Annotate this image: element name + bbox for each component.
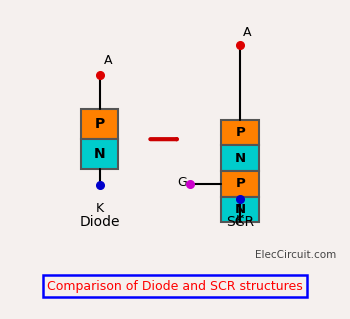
Bar: [221, 120, 259, 145]
Text: P: P: [235, 177, 245, 190]
Text: P: P: [94, 117, 105, 131]
Text: N: N: [234, 152, 246, 165]
Bar: [81, 139, 118, 169]
Text: A: A: [104, 54, 112, 67]
Text: Comparison of Diode and SCR structures: Comparison of Diode and SCR structures: [47, 280, 303, 293]
Text: ElecCircuit.com: ElecCircuit.com: [255, 250, 336, 260]
Text: G: G: [177, 176, 187, 189]
Text: K: K: [236, 214, 244, 227]
Bar: [221, 145, 259, 171]
Text: SCR: SCR: [226, 215, 254, 229]
Text: N: N: [234, 203, 246, 216]
Text: Diode: Diode: [79, 215, 120, 229]
Bar: [81, 109, 118, 139]
Text: K: K: [96, 202, 104, 215]
Text: P: P: [235, 126, 245, 139]
Text: N: N: [94, 147, 105, 161]
Bar: [221, 171, 259, 197]
Text: A: A: [243, 26, 251, 39]
Bar: [221, 197, 259, 222]
